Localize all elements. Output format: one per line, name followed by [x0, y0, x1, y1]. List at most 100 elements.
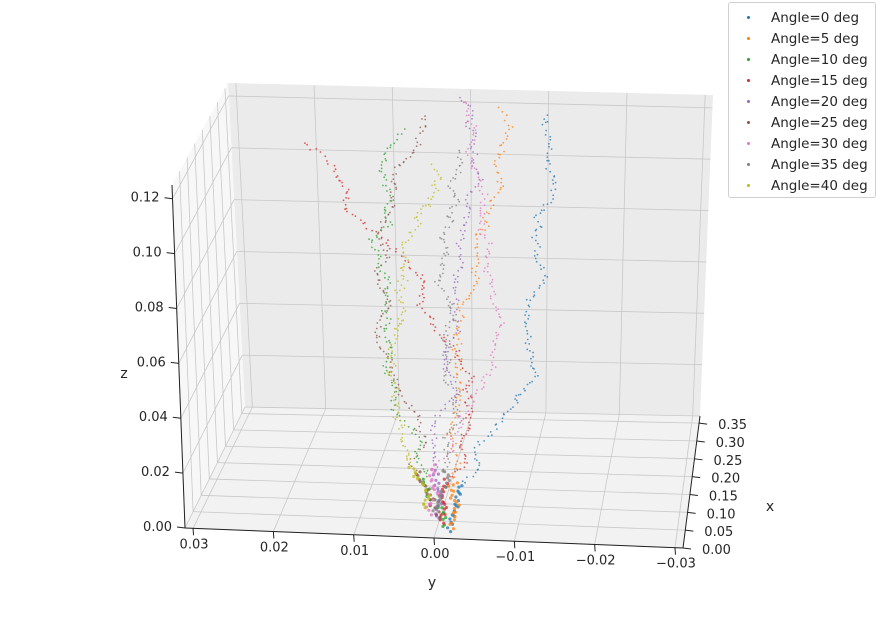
trajectory-point: [448, 340, 451, 342]
trajectory-point: [449, 309, 452, 312]
trajectory-point: [470, 141, 473, 144]
trajectory-point: [548, 145, 550, 148]
trajectory-point: [390, 356, 393, 359]
trajectory-point: [402, 319, 405, 322]
x-tick-label: 0.10: [707, 507, 736, 522]
trajectory-point: [389, 282, 392, 284]
trajectory-point: [484, 255, 487, 258]
trajectory-point: [431, 184, 433, 187]
legend-label: Angle=5 deg: [771, 30, 860, 47]
trajectory-point: [455, 481, 459, 485]
trajectory-points: [304, 96, 557, 534]
trajectory-point: [542, 204, 545, 206]
trajectory-point: [383, 176, 386, 179]
trajectory-point: [389, 144, 392, 147]
trajectory-point: [420, 212, 423, 215]
trajectory-point: [448, 428, 451, 431]
trajectory-point: [446, 215, 449, 218]
trajectory-point: [439, 274, 441, 276]
trajectory-point: [449, 488, 453, 492]
trajectory-point: [471, 110, 474, 112]
trajectory-point: [479, 209, 482, 212]
trajectory-point: [450, 426, 453, 429]
trajectory-point: [398, 406, 401, 409]
trajectory-point: [437, 173, 440, 176]
grid-side-z: [174, 147, 232, 254]
trajectory-point: [492, 303, 494, 305]
legend-marker: [747, 58, 750, 61]
trajectory-point: [448, 346, 450, 349]
trajectory-point: [407, 239, 410, 242]
trajectory-point: [389, 370, 392, 373]
trajectory-point: [384, 310, 386, 312]
trajectory-point: [415, 429, 418, 432]
trajectory-point: [464, 401, 467, 404]
trajectory-point: [540, 209, 543, 212]
trajectory-point: [454, 319, 457, 322]
trajectory-point: [444, 461, 446, 464]
trajectory-point: [552, 194, 555, 197]
trajectory-point: [494, 343, 497, 345]
trajectory-point: [493, 348, 496, 351]
trajectory-point: [554, 188, 557, 191]
trajectory-point: [382, 350, 385, 353]
trajectory-point: [463, 316, 465, 319]
trajectory-point: [386, 249, 389, 252]
trajectory-point: [489, 297, 492, 300]
trajectory-point: [402, 275, 405, 278]
trajectory-point: [446, 526, 450, 530]
trajectory-point: [384, 336, 387, 339]
trajectory-point: [434, 478, 438, 482]
trajectory-point: [542, 279, 545, 282]
trajectory-point: [387, 307, 390, 310]
trajectory-point: [402, 301, 404, 304]
trajectory-point: [389, 146, 392, 149]
trajectory-point: [377, 262, 380, 265]
trajectory-point: [446, 473, 450, 477]
x-tick-mark: [692, 476, 701, 479]
trajectory-point: [401, 311, 404, 313]
legend-marker: [747, 16, 750, 19]
trajectory-point: [468, 384, 470, 387]
trajectory-point: [443, 512, 447, 517]
trajectory-point: [496, 334, 498, 337]
trajectory-point: [446, 484, 450, 488]
trajectory-point: [457, 306, 460, 309]
trajectory-point: [462, 237, 465, 240]
trajectory-point: [461, 448, 464, 451]
trajectory-point: [457, 198, 460, 201]
trajectory-point: [404, 445, 406, 448]
trajectory-point: [454, 380, 457, 383]
trajectory-point: [447, 384, 449, 386]
trajectory-point: [413, 457, 416, 460]
trajectory-point: [399, 301, 402, 303]
trajectory-point: [333, 164, 336, 167]
trajectory-point: [415, 216, 418, 218]
trajectory-point: [439, 264, 442, 266]
trajectory-point: [459, 258, 462, 260]
trajectory-point: [458, 200, 461, 203]
trajectory-point: [468, 413, 471, 416]
trajectory-point: [447, 296, 450, 298]
trajectory-point: [443, 363, 446, 365]
trajectory-point: [480, 379, 483, 382]
trajectory-point: [430, 467, 434, 471]
trajectory-point: [453, 510, 457, 514]
trajectory-point: [421, 288, 423, 291]
trajectory-point: [457, 269, 460, 272]
trajectory-point: [455, 424, 458, 426]
y-tick-mark: [674, 547, 676, 555]
trajectory-point: [386, 256, 388, 259]
trajectory-point: [391, 396, 393, 398]
trajectory-point: [384, 294, 387, 297]
trajectory-point: [419, 421, 422, 424]
trajectory-point: [519, 393, 522, 396]
trajectory-point: [401, 244, 403, 246]
trajectory-point: [469, 292, 472, 295]
trajectory-point: [451, 527, 456, 531]
trajectory-point: [461, 437, 464, 440]
trajectory-point: [440, 506, 444, 510]
trajectory-point: [474, 246, 477, 249]
trajectory-point: [472, 151, 474, 153]
trajectory-point: [406, 457, 408, 460]
